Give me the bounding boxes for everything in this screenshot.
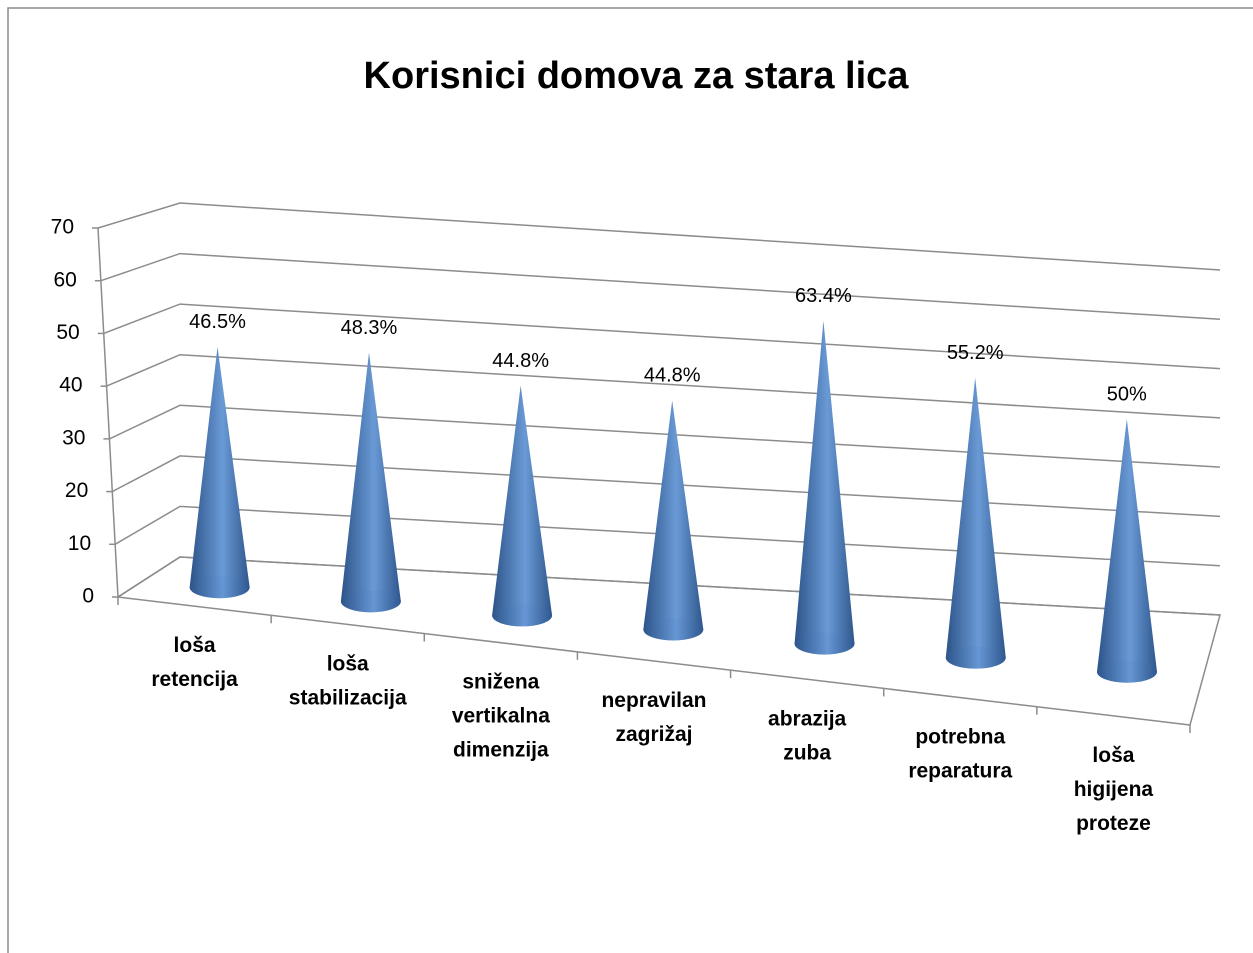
grid-line xyxy=(117,556,1221,616)
data-label: 63.4% xyxy=(795,285,852,307)
x-tick-label: potrebna reparatura xyxy=(908,725,1012,782)
x-tick-label: nepravilan zagrižaj xyxy=(601,689,706,746)
grid-line xyxy=(100,252,1221,321)
x-tick-label: loša higijena proteze xyxy=(1074,743,1154,834)
y-tick-label: 60 xyxy=(53,268,76,291)
x-tick-label: snižena vertikalna dimenzija xyxy=(452,670,550,761)
cone-base xyxy=(643,618,704,641)
grid-line xyxy=(114,505,1221,567)
x-tick-label: abrazija zuba xyxy=(768,707,847,764)
data-label: 44.8% xyxy=(492,350,549,372)
y-tick-label: 40 xyxy=(59,374,82,397)
grid-line xyxy=(103,303,1221,370)
cone xyxy=(945,377,1006,669)
data-label: 48.3% xyxy=(341,317,398,339)
data-label: 55.2% xyxy=(947,342,1004,364)
cone-base xyxy=(340,590,401,613)
cone xyxy=(643,400,704,641)
y-tick-label: 20 xyxy=(65,479,88,502)
cone xyxy=(794,320,855,655)
y-tick-label: 10 xyxy=(68,532,91,555)
y-tick-label: 0 xyxy=(82,585,94,608)
cone-base xyxy=(492,604,553,627)
cone-base xyxy=(1096,660,1157,683)
chart-title: Korisnici domova za stara lica xyxy=(364,55,910,97)
grid-line xyxy=(111,455,1221,518)
grid-line xyxy=(97,202,1221,271)
x-tick-label: loša stabilizacija xyxy=(289,652,407,709)
y-tick-label: 70 xyxy=(51,216,74,239)
x-tick-label: loša retencija xyxy=(151,634,238,691)
grid-line xyxy=(106,353,1221,419)
y-axis xyxy=(97,227,119,598)
y-tick-label: 30 xyxy=(62,426,85,449)
data-label: 50% xyxy=(1107,383,1147,405)
cone-base xyxy=(945,646,1006,669)
cone xyxy=(1096,419,1157,683)
grid-line xyxy=(109,404,1221,468)
data-label: 44.8% xyxy=(644,365,701,387)
data-label: 46.5% xyxy=(189,311,246,333)
cone xyxy=(340,352,401,613)
cone-base xyxy=(794,632,855,655)
cone-base xyxy=(189,576,250,599)
chart-border xyxy=(7,7,1253,953)
cone xyxy=(189,346,250,599)
y-tick-label: 50 xyxy=(56,321,79,344)
cone xyxy=(492,385,553,627)
